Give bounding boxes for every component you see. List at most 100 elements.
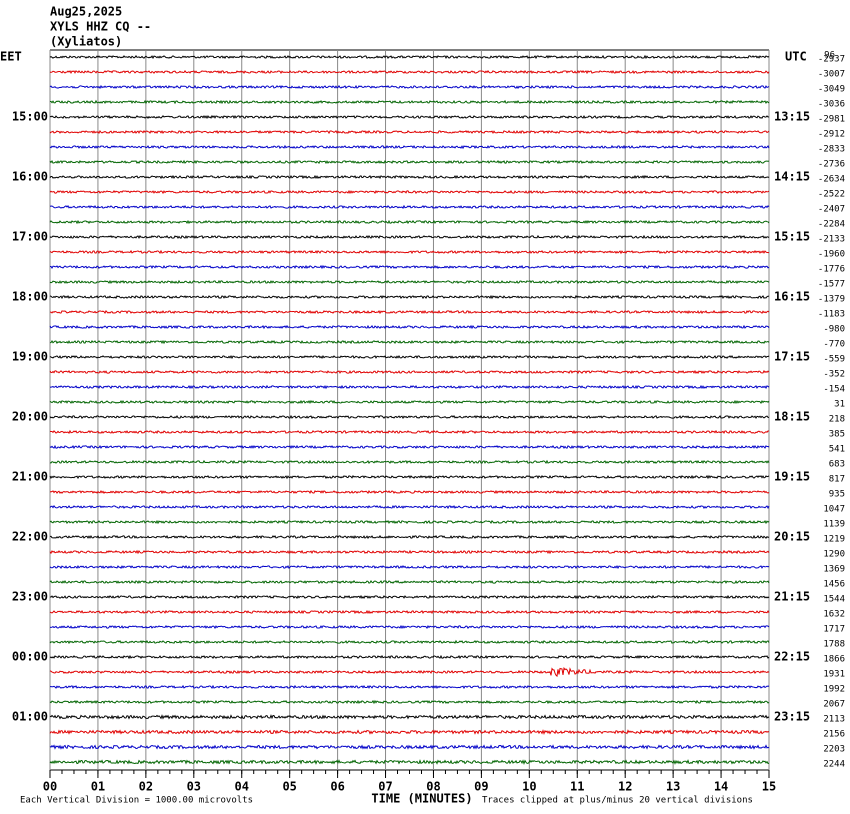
- row-offset: -154: [823, 385, 845, 395]
- left-time-label: 20:00: [12, 410, 48, 424]
- right-time-label: 18:15: [774, 410, 810, 424]
- row-offset: -2937: [818, 55, 845, 65]
- trace: [49, 579, 770, 585]
- row-offset: 2156: [823, 730, 845, 740]
- row-offset: 1456: [823, 580, 845, 590]
- row-offset: -1577: [818, 280, 845, 290]
- row-offset: 385: [829, 430, 845, 440]
- right-time-label: 13:15: [774, 110, 810, 124]
- x-tick-label: 02: [139, 780, 153, 794]
- row-offset: 2113: [823, 715, 845, 725]
- header-station: XYLS HHZ CQ --: [50, 20, 151, 34]
- row-offset: -1379: [818, 295, 845, 305]
- x-tick-label: 11: [570, 780, 584, 794]
- right-time-label: 23:15: [774, 710, 810, 724]
- left-time-label: 18:00: [12, 290, 48, 304]
- trace: [49, 144, 770, 150]
- x-tick-label: 01: [91, 780, 105, 794]
- trace: [49, 159, 770, 165]
- trace: [49, 339, 770, 345]
- row-offset: 1866: [823, 655, 845, 665]
- x-tick-label: 03: [187, 780, 201, 794]
- x-tick-label: 09: [474, 780, 488, 794]
- right-time-label: 21:15: [774, 590, 810, 604]
- trace: [49, 114, 770, 120]
- left-time-label: 01:00: [12, 710, 48, 724]
- trace: [49, 666, 770, 678]
- trace: [49, 294, 770, 300]
- trace: [49, 264, 770, 270]
- row-offset: -2522: [818, 190, 845, 200]
- row-offset: 1139: [823, 520, 845, 530]
- trace: [49, 234, 770, 240]
- trace: [49, 489, 770, 495]
- right-time-label: 22:15: [774, 650, 810, 664]
- trace: [49, 609, 770, 615]
- x-tick-label: 12: [618, 780, 632, 794]
- trace: [49, 174, 770, 180]
- header-location: (Xyliatos): [50, 35, 122, 49]
- x-tick-label: 05: [282, 780, 296, 794]
- row-offset: -980: [823, 325, 845, 335]
- row-offset: -2284: [818, 220, 845, 230]
- row-offset: 1931: [823, 670, 845, 680]
- trace: [49, 384, 770, 390]
- trace: [49, 639, 770, 645]
- row-offset: 218: [829, 415, 845, 425]
- row-offset: -2912: [818, 130, 845, 140]
- row-offset: -2407: [818, 205, 845, 215]
- row-offset: -2736: [818, 160, 845, 170]
- row-offset: 1219: [823, 535, 845, 545]
- left-time-label: 17:00: [12, 230, 48, 244]
- left-axis-label: EET: [0, 50, 22, 64]
- x-axis-label: TIME (MINUTES): [371, 792, 472, 806]
- row-offset: 1788: [823, 640, 845, 650]
- left-time-label: 23:00: [12, 590, 48, 604]
- row-offset: -3007: [818, 70, 845, 80]
- row-offset: 1290: [823, 550, 845, 560]
- x-tick-label: 13: [666, 780, 680, 794]
- trace: [49, 624, 770, 630]
- trace: [49, 354, 770, 360]
- right-time-label: 19:15: [774, 470, 810, 484]
- x-tick-label: 00: [43, 780, 57, 794]
- row-offset: 2244: [823, 760, 845, 770]
- trace: [50, 309, 770, 315]
- trace: [49, 429, 770, 435]
- trace: [49, 444, 770, 450]
- row-offset: 1047: [823, 505, 845, 515]
- row-offset: -3036: [818, 100, 845, 110]
- row-offset: 1544: [823, 595, 845, 605]
- x-tick-label: 10: [522, 780, 536, 794]
- trace: [49, 69, 770, 75]
- row-offset: -2833: [818, 145, 845, 155]
- x-tick-label: 15: [762, 780, 776, 794]
- row-offset: -3049: [818, 85, 845, 95]
- trace: [49, 279, 770, 285]
- trace: [49, 519, 770, 525]
- left-time-label: 22:00: [12, 530, 48, 544]
- x-tick-label: 14: [714, 780, 728, 794]
- row-offset: -352: [823, 370, 845, 380]
- footer-left: Each Vertical Division = 1000.00 microvo…: [20, 796, 253, 806]
- trace: [49, 594, 770, 600]
- row-offset: 683: [829, 460, 845, 470]
- row-offset: -1960: [818, 250, 845, 260]
- row-offset: 541: [829, 445, 845, 455]
- right-time-label: 14:15: [774, 170, 810, 184]
- row-offset: 935: [829, 490, 845, 500]
- row-offset: 2067: [823, 700, 845, 710]
- trace: [49, 189, 770, 195]
- trace: [49, 714, 770, 720]
- row-offset: 2203: [823, 745, 845, 755]
- row-offset: 1632: [823, 610, 845, 620]
- trace: [49, 564, 770, 570]
- left-time-label: 15:00: [12, 110, 48, 124]
- trace: [49, 744, 770, 750]
- trace: [49, 414, 769, 420]
- trace: [49, 84, 770, 90]
- trace: [49, 504, 770, 510]
- right-time-label: 17:15: [774, 350, 810, 364]
- row-offset: -770: [823, 340, 845, 350]
